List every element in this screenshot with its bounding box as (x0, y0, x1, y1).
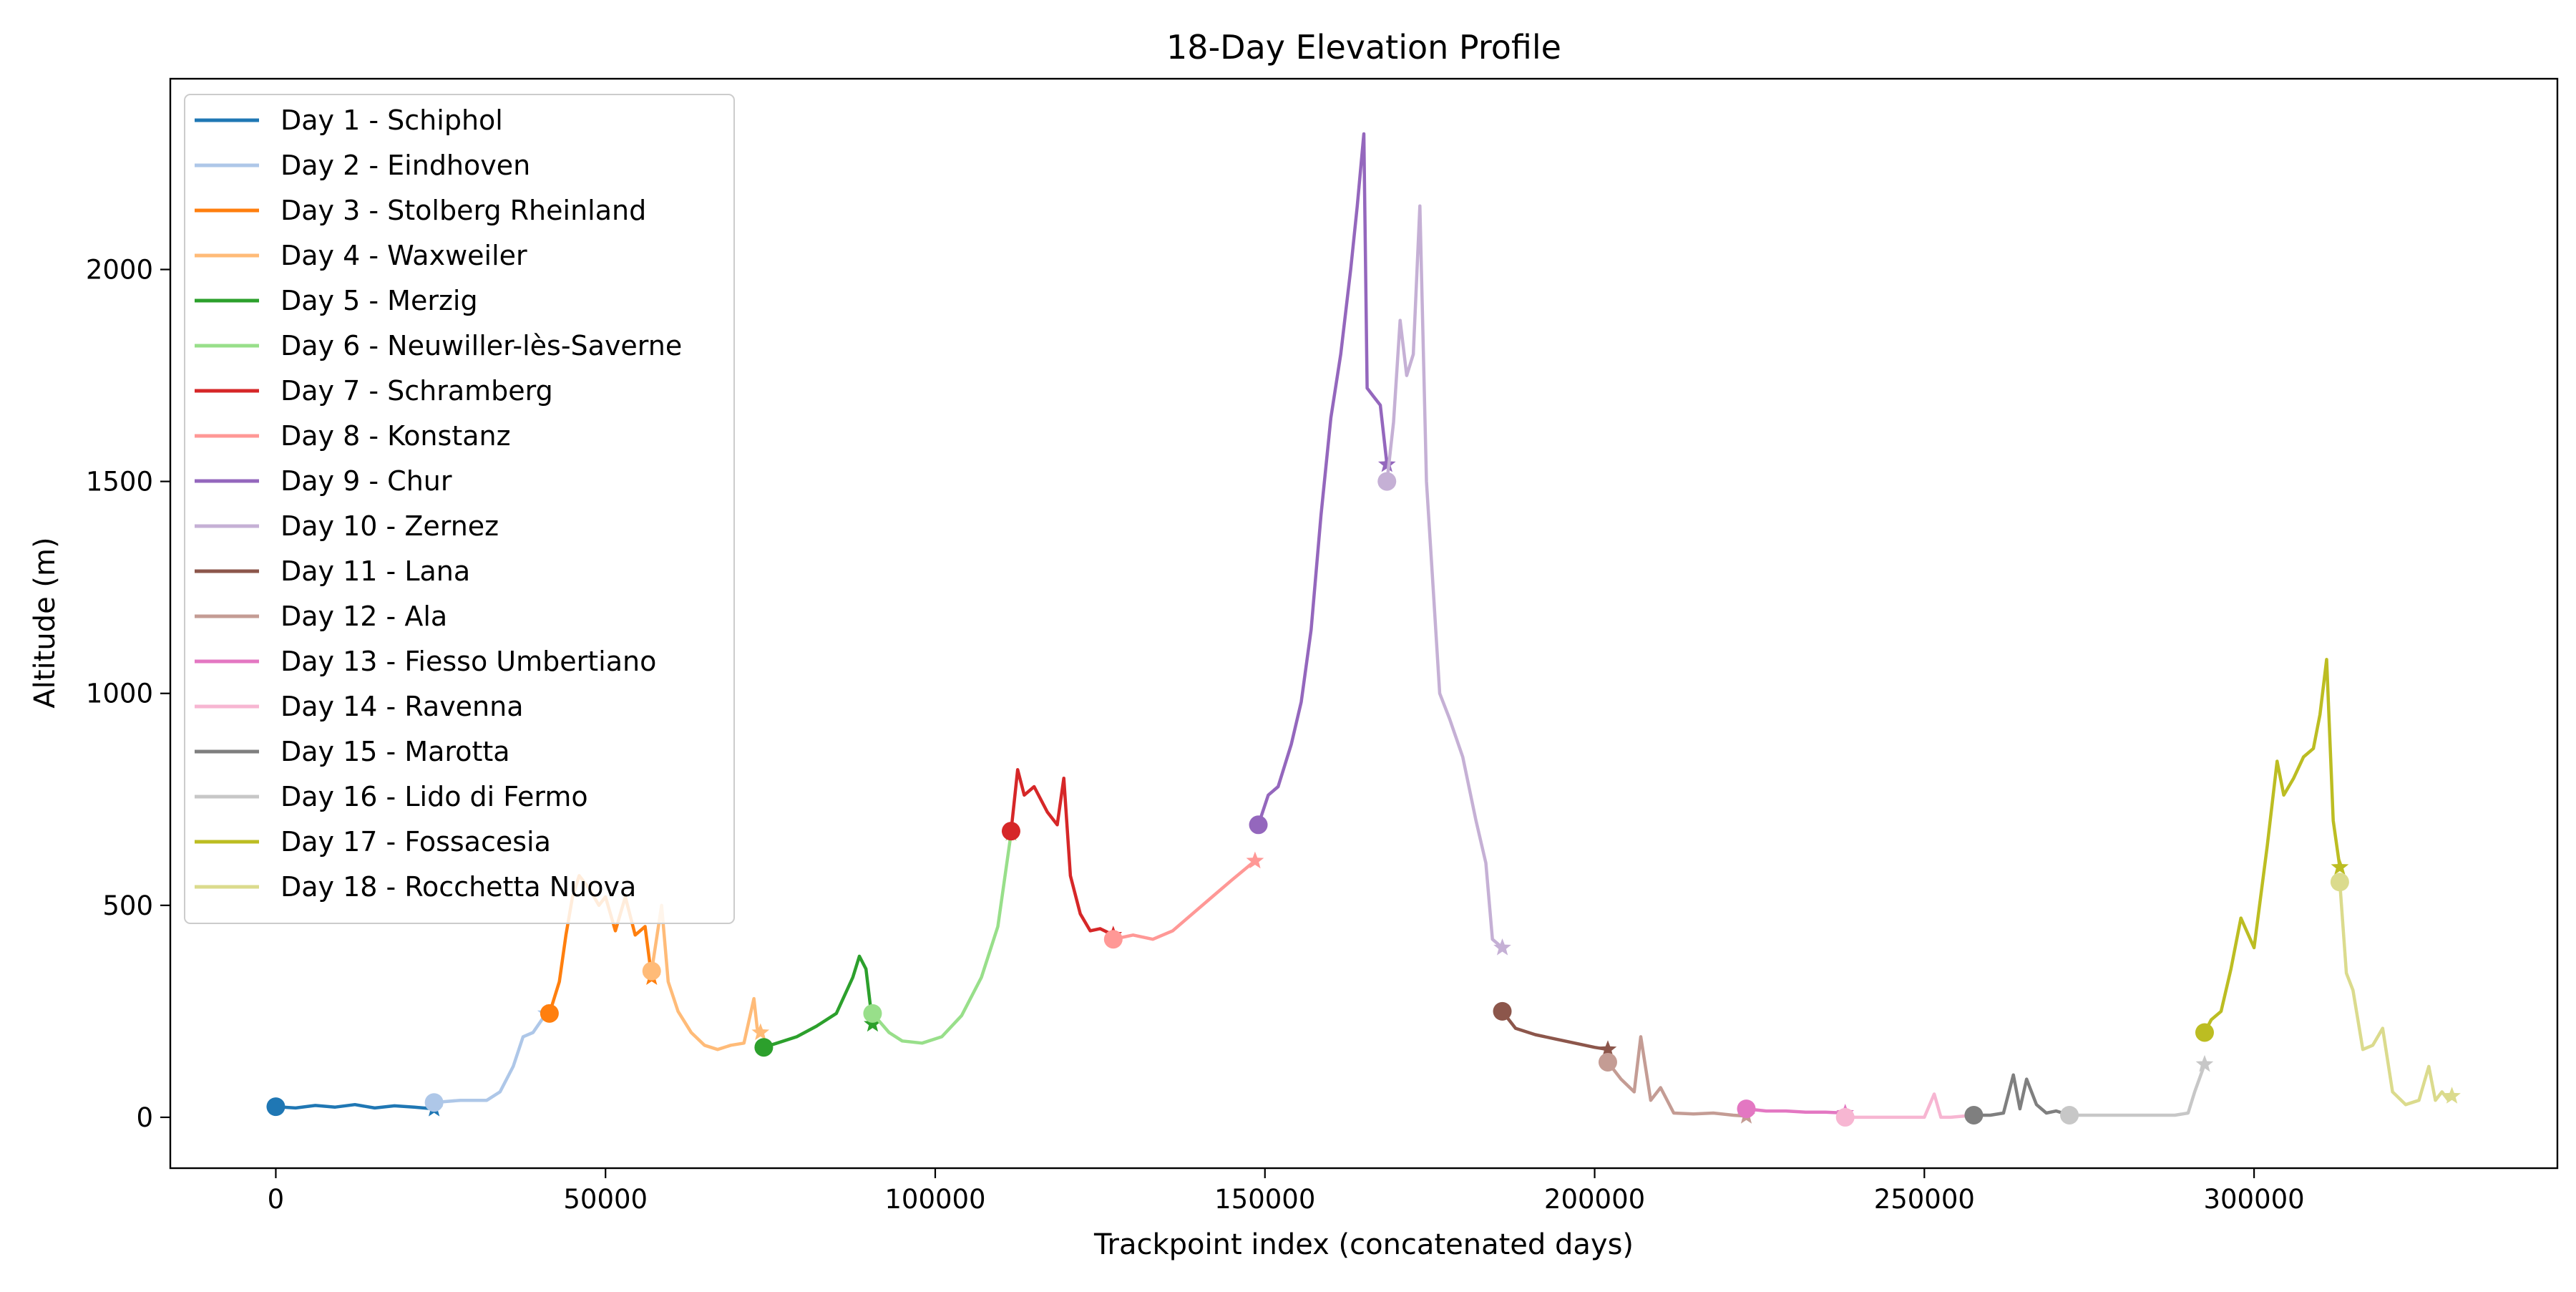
x-tick-label: 50000 (563, 1184, 648, 1215)
series-day-17 (2195, 658, 2349, 1042)
y-tick-label: 1000 (86, 679, 153, 709)
y-tick-label: 500 (102, 890, 153, 921)
x-axis-title: Trackpoint index (concatenated days) (1093, 1228, 1634, 1261)
series-day-4 (642, 903, 770, 1051)
series-day-11 (1493, 1001, 1617, 1057)
end-marker (864, 1014, 882, 1032)
y-tick-label: 0 (136, 1102, 153, 1133)
start-marker (642, 961, 661, 981)
start-marker (266, 1097, 286, 1117)
start-marker (1835, 1107, 1855, 1127)
plot-frame (169, 77, 2559, 1170)
series-day-16 (2060, 1054, 2214, 1125)
legend-label: Day 2 - Eindhoven (280, 150, 530, 181)
series-line (1746, 1107, 1845, 1115)
series-line (275, 1102, 434, 1111)
x-tick-label: 250000 (1874, 1184, 1975, 1215)
legend-box (184, 94, 735, 924)
series-line (1501, 1010, 1609, 1051)
series-line (1385, 204, 1503, 949)
series-line (2203, 658, 2342, 1034)
legend-label: Day 18 - Rocchetta Nuova (280, 871, 636, 903)
series-line (1845, 1092, 1974, 1119)
x-tick-label: 0 (268, 1184, 285, 1215)
chart-title: 18-Day Elevation Profile (1166, 28, 1561, 67)
series-line (763, 954, 874, 1049)
start-marker (1001, 822, 1020, 841)
end-marker (2443, 1087, 2461, 1104)
legend-label: Day 16 - Lido di Fermo (280, 781, 588, 812)
legend-label: Day 12 - Ala (280, 601, 447, 632)
legend-label: Day 3 - Stolberg Rheinland (280, 195, 646, 226)
x-tick-label: 150000 (1214, 1184, 1315, 1215)
series-line (434, 1012, 548, 1104)
legend-label: Day 1 - Schiphol (280, 105, 503, 136)
series-line (1257, 132, 1389, 826)
legend-label: Day 10 - Zernez (280, 510, 499, 542)
start-marker (1964, 1105, 1984, 1125)
series-day-10 (1377, 204, 1511, 956)
end-marker (1246, 851, 1264, 869)
y-axis-title: Altitude (m) (29, 537, 62, 708)
x-tick-label: 100000 (884, 1184, 985, 1215)
legend-label: Day 6 - Neuwiller-lès-Saverne (280, 330, 682, 361)
legend-label: Day 15 - Marotta (280, 736, 510, 767)
series-line (1113, 859, 1257, 941)
legend-label: Day 11 - Lana (280, 555, 470, 587)
series-layer (266, 132, 2461, 1127)
start-marker (2060, 1105, 2079, 1125)
legend-label: Day 5 - Merzig (280, 285, 478, 316)
legend-label: Day 13 - Fiesso Umbertiano (280, 646, 656, 677)
start-marker (1737, 1099, 1756, 1119)
legend: Day 1 - Schiphol Day 2 - Eindhoven Day 3 -… (184, 94, 735, 924)
start-marker (424, 1093, 444, 1112)
x-tick-label: 300000 (2203, 1184, 2304, 1215)
start-marker (1249, 815, 1268, 835)
y-tick-label: 1500 (86, 467, 153, 497)
legend-label: Day 17 - Fossacesia (280, 826, 551, 858)
end-marker (2195, 1054, 2214, 1072)
series-line (871, 832, 1013, 1045)
legend-label: Day 4 - Waxweiler (280, 240, 527, 271)
x-axis: 0 50000 100000 150000 200000 250000 300000 (268, 1168, 2305, 1215)
legend-label: Day 14 - Ravenna (280, 691, 524, 722)
series-day-5 (754, 954, 882, 1057)
start-marker (863, 1004, 882, 1023)
series-line (1974, 1073, 2070, 1117)
start-marker (1377, 472, 1397, 491)
legend-label: Day 7 - Schramberg (280, 375, 553, 407)
end-marker (1493, 938, 1511, 956)
start-marker (1598, 1052, 1617, 1072)
end-marker (1377, 455, 1396, 472)
start-marker (2330, 873, 2349, 892)
end-marker (1599, 1040, 1617, 1057)
series-line (1606, 1035, 1747, 1118)
legend-label: Day 8 - Konstanz (280, 420, 511, 452)
series-day-9 (1249, 132, 1396, 835)
start-marker (540, 1004, 559, 1023)
start-marker (2195, 1023, 2214, 1042)
start-marker (1103, 930, 1123, 949)
start-marker (1493, 1001, 1512, 1021)
end-marker (751, 1023, 770, 1040)
y-axis: 0 500 1000 1500 2000 (86, 254, 170, 1133)
legend-label: Day 9 - Chur (280, 465, 452, 497)
series-line (2338, 882, 2454, 1107)
x-tick-label: 200000 (1544, 1184, 1645, 1215)
series-day-18 (2330, 873, 2461, 1107)
series-line (1009, 768, 1114, 937)
start-marker (754, 1038, 774, 1057)
series-day-8 (1103, 851, 1264, 949)
series-line (2069, 1064, 2207, 1117)
end-marker (2331, 858, 2349, 875)
y-tick-label: 2000 (86, 254, 153, 285)
series-line (650, 903, 762, 1051)
